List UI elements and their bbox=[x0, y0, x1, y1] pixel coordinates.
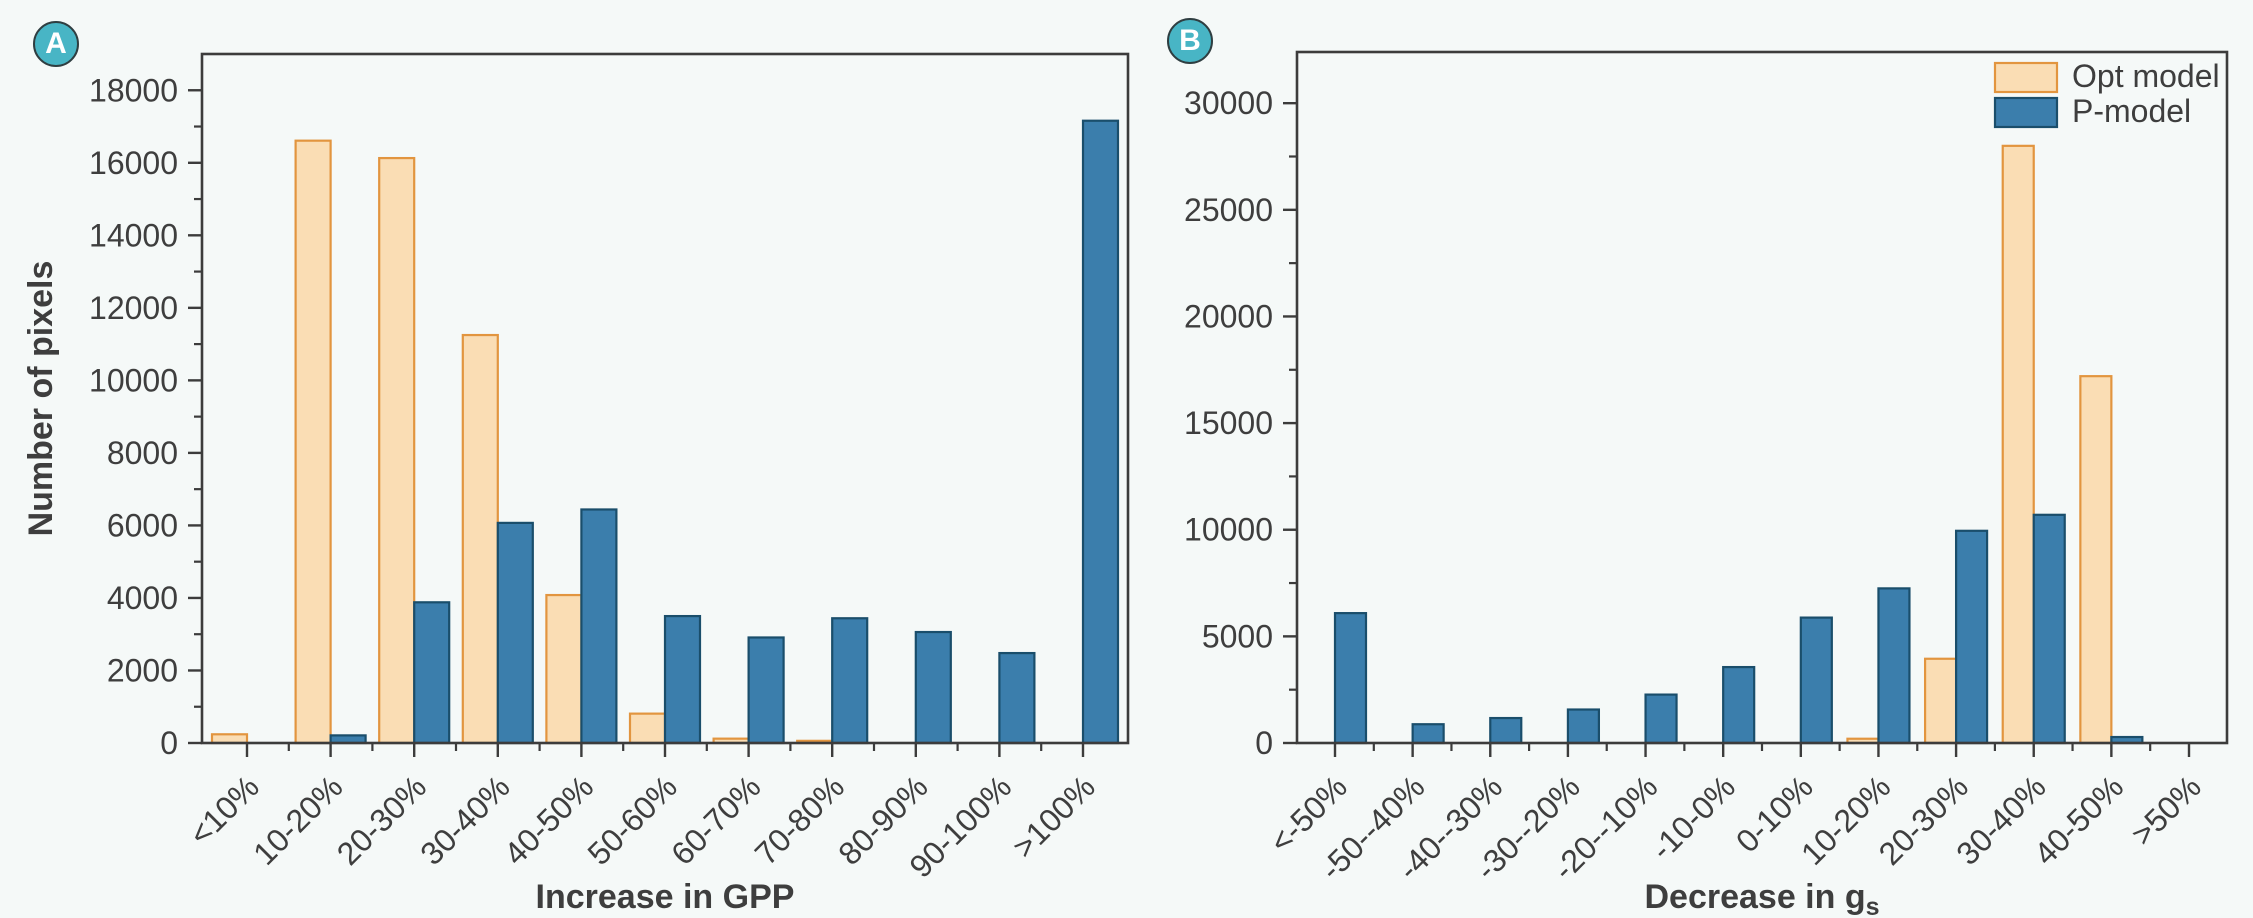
bar-p-model-6 bbox=[747, 636, 785, 745]
legend-swatch-opt-model bbox=[1993, 61, 2059, 94]
y-tick-label: 10000 bbox=[89, 362, 178, 398]
legend-swatch-p-model bbox=[1993, 96, 2059, 129]
panel-a-badge: A bbox=[33, 21, 79, 67]
y-tick-label: 30000 bbox=[1184, 85, 1273, 121]
bar-p-model-2 bbox=[1489, 716, 1523, 745]
panel-b-x-axis-title: Decrease in gs bbox=[1644, 878, 1879, 918]
bar-p-model-10 bbox=[1081, 119, 1120, 745]
y-tick-label: 20000 bbox=[1184, 298, 1273, 334]
bar-p-model-7 bbox=[831, 617, 869, 745]
legend-label-opt-model: Opt model bbox=[2072, 58, 2220, 94]
bar-p-model-4 bbox=[580, 508, 618, 745]
x-tick-label: -10-0% bbox=[1644, 768, 1742, 866]
y-tick-label: 6000 bbox=[107, 507, 178, 543]
bar-opt-model-9 bbox=[2001, 144, 2035, 745]
y-tick-label: 8000 bbox=[107, 435, 178, 471]
bar-p-model-6 bbox=[1799, 616, 1833, 745]
bar-opt-model-0 bbox=[210, 733, 249, 745]
panel-b-badge: B bbox=[1167, 18, 1213, 64]
x-tick-label: >100% bbox=[1005, 768, 1102, 865]
panel-a: 0 2000 4000 6000 8000 10000 12000 14000 16000 180… bbox=[22, 52, 1130, 916]
x-tick-label: 10-20% bbox=[246, 768, 349, 871]
legend-label-p-model: P-model bbox=[2072, 93, 2191, 129]
bar-opt-model-10 bbox=[2079, 375, 2113, 745]
x-tick-label: >50% bbox=[2124, 768, 2208, 852]
y-tick-label: 12000 bbox=[89, 290, 178, 326]
bar-p-model-8 bbox=[914, 630, 952, 745]
x-tick-label: 70-80% bbox=[748, 768, 851, 871]
x-tick-label: 20-30% bbox=[330, 768, 433, 871]
y-tick-label: 25000 bbox=[1184, 192, 1273, 228]
y-tick-label: 0 bbox=[1255, 725, 1273, 761]
bar-p-model-5 bbox=[1722, 665, 1756, 745]
y-tick-label: 4000 bbox=[107, 580, 178, 616]
bar-p-model-9 bbox=[2032, 513, 2066, 745]
y-tick-label: 15000 bbox=[1184, 405, 1273, 441]
bar-p-model-9 bbox=[998, 651, 1036, 745]
bar-opt-model-5 bbox=[628, 712, 667, 745]
bar-p-model-5 bbox=[663, 614, 702, 745]
bar-opt-model-4 bbox=[545, 593, 583, 745]
panel-b: 050001000015000200002500030000<-50%-50--… bbox=[1184, 50, 2229, 918]
bar-p-model-1 bbox=[1411, 723, 1445, 745]
bar-p-model-2 bbox=[413, 601, 451, 745]
x-tick-label: 30-40% bbox=[413, 768, 516, 871]
y-tick-label: 0 bbox=[160, 725, 178, 761]
panel-a-y-axis-title: Number of pixels bbox=[22, 261, 60, 537]
y-tick-label: 10000 bbox=[1184, 512, 1273, 548]
bar-opt-model-3 bbox=[461, 333, 499, 745]
y-tick-label: 5000 bbox=[1202, 618, 1273, 654]
x-tick-label: 60-70% bbox=[664, 768, 767, 871]
x-tick-label: 50-60% bbox=[581, 768, 684, 871]
bar-p-model-3 bbox=[496, 521, 534, 745]
bar-p-model-7 bbox=[1877, 587, 1911, 745]
bar-opt-model-2 bbox=[378, 156, 416, 745]
bar-opt-model-8 bbox=[1923, 657, 1958, 745]
bar-p-model-0 bbox=[1333, 612, 1368, 745]
y-tick-label: 16000 bbox=[89, 145, 178, 181]
bar-p-model-4 bbox=[1644, 693, 1678, 745]
panel-a-x-axis-title: Increase in GPP bbox=[536, 878, 795, 916]
y-tick-label: 18000 bbox=[89, 72, 178, 108]
y-tick-label: 14000 bbox=[89, 217, 178, 253]
bar-p-model-3 bbox=[1566, 708, 1601, 745]
x-tick-label: 40-50% bbox=[497, 768, 600, 871]
bar-p-model-8 bbox=[1954, 529, 1989, 745]
bar-opt-model-1 bbox=[294, 139, 332, 745]
y-tick-label: 2000 bbox=[107, 652, 178, 688]
